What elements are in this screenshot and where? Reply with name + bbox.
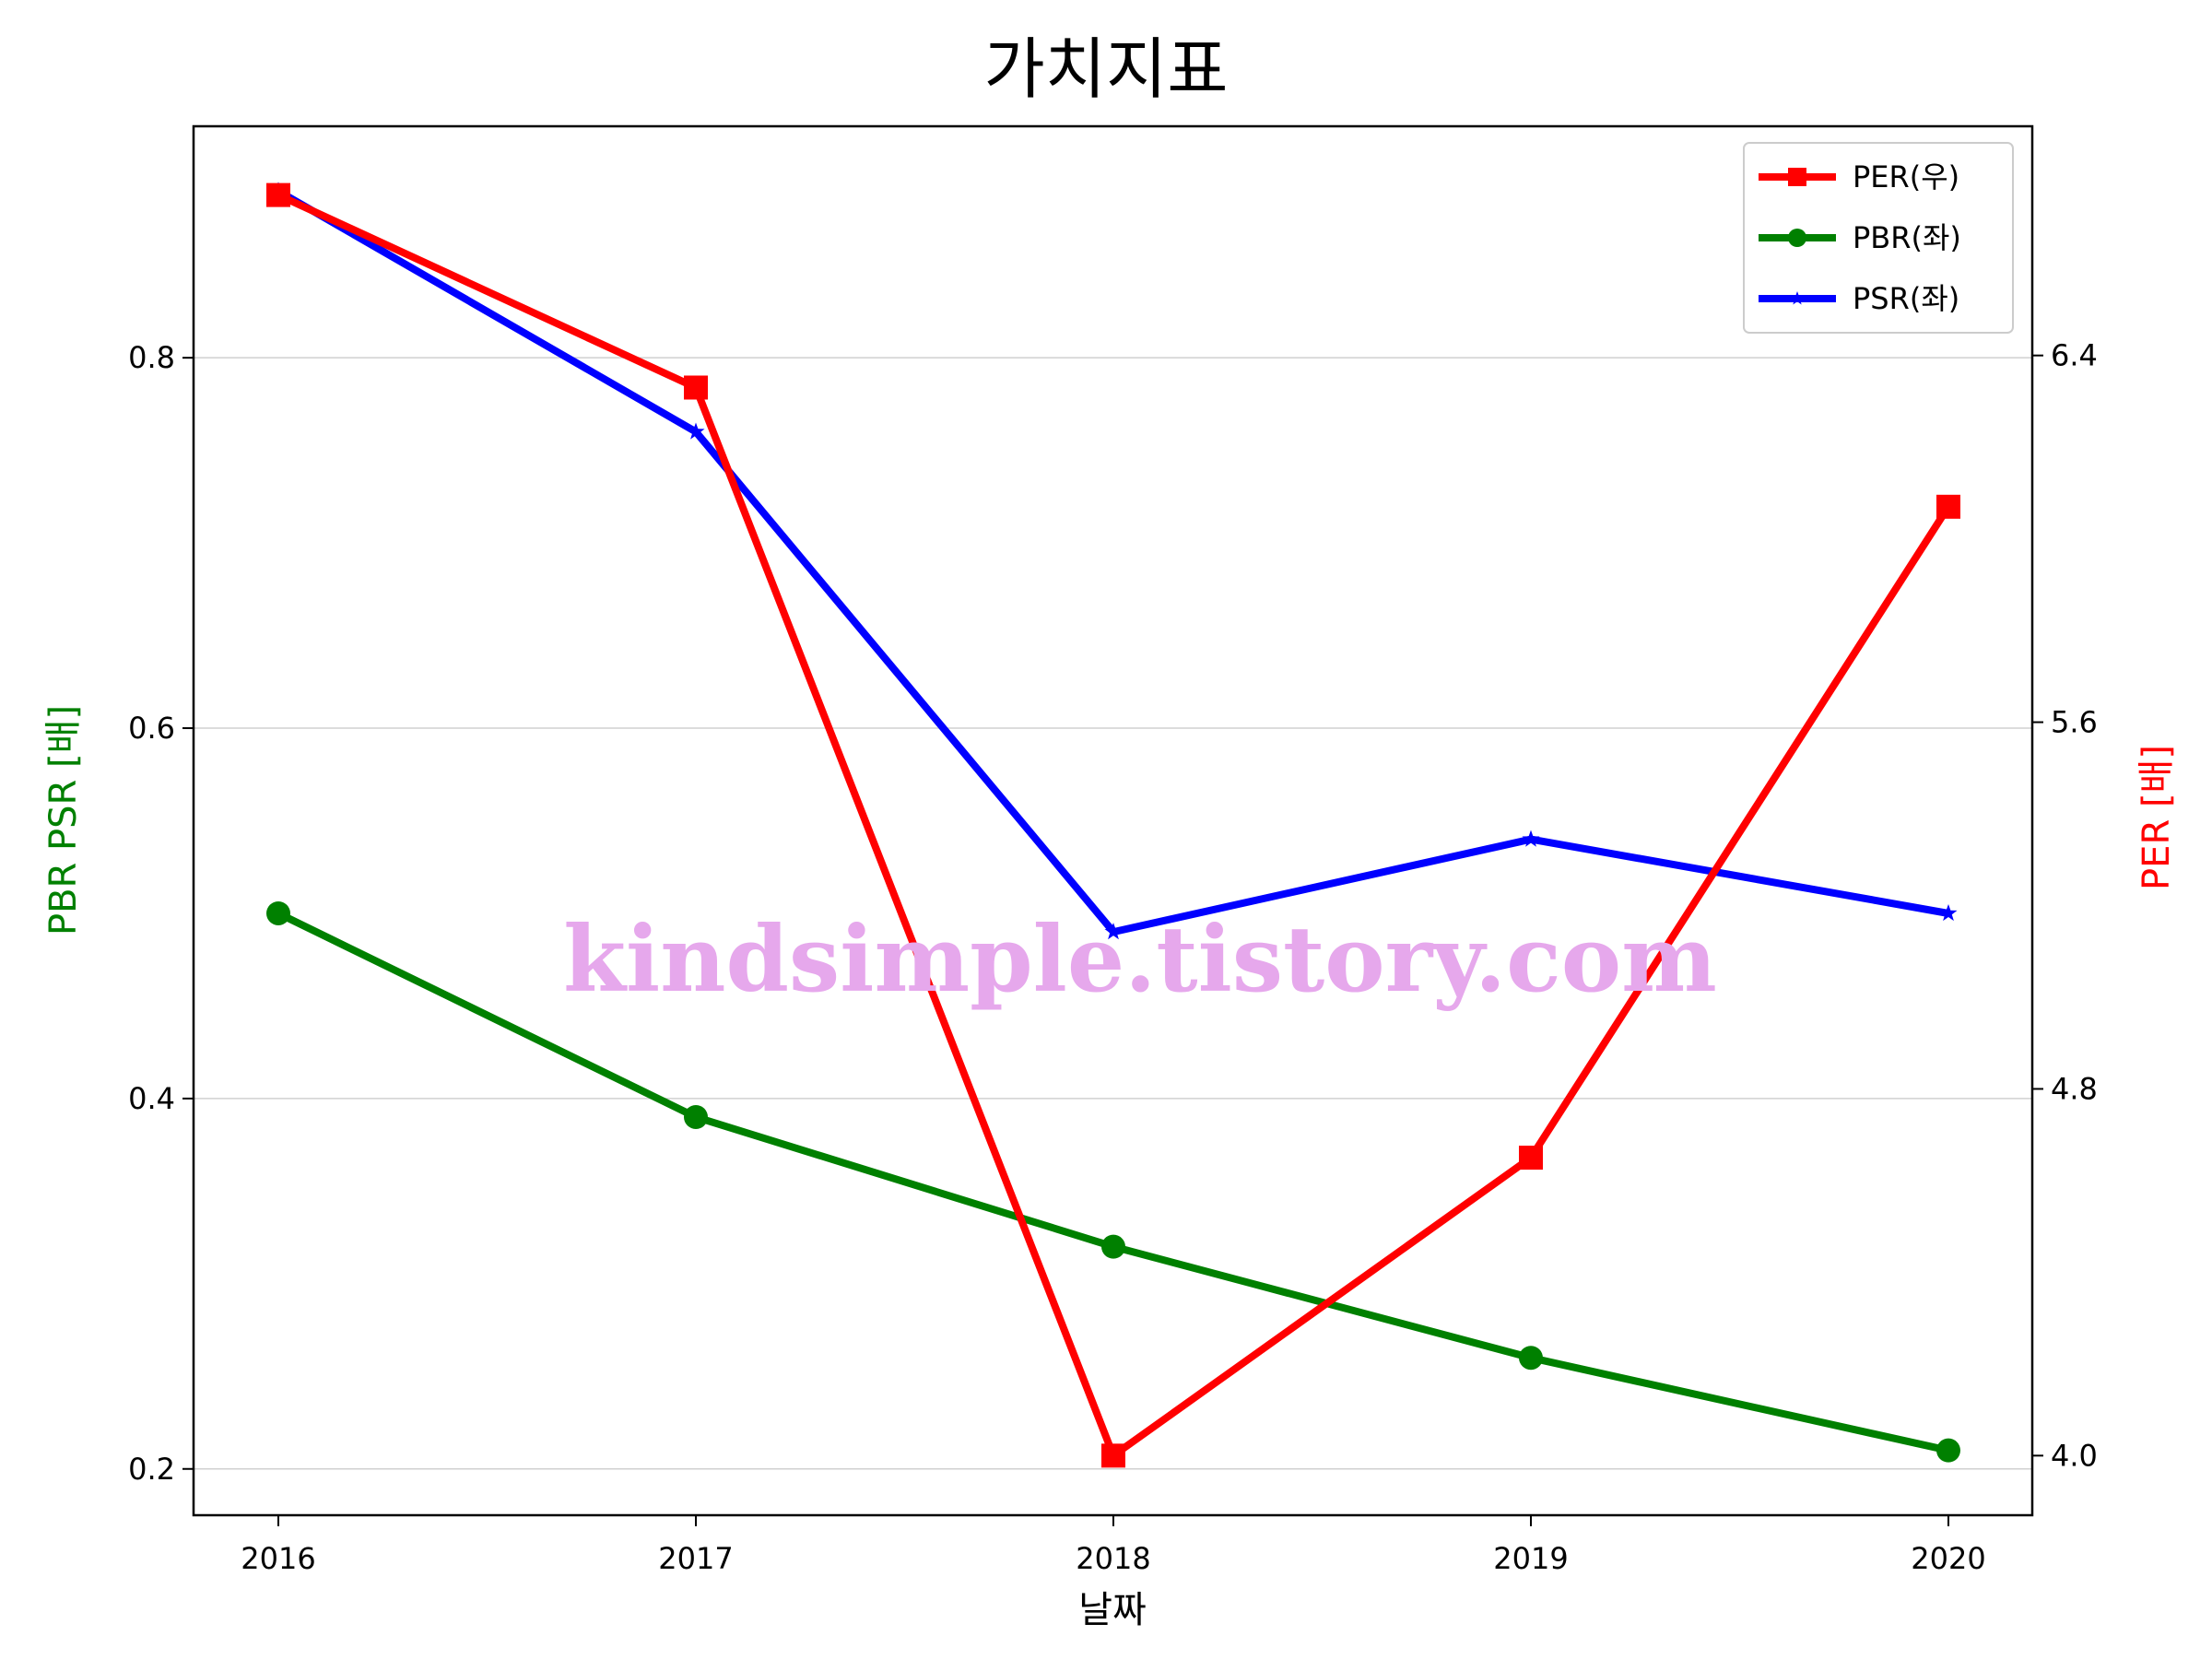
series-pbr — [266, 900, 1960, 1463]
series-layer — [266, 182, 1960, 1468]
legend-marker — [1790, 291, 1805, 305]
x-tick-label: 2018 — [1076, 1541, 1150, 1576]
legend-label: PBR(좌) — [1853, 220, 1961, 255]
data-point — [1519, 1146, 1543, 1171]
data-point — [684, 1104, 708, 1129]
watermark-text: kindsimple.tistory.com — [563, 907, 1717, 1013]
legend-box — [1743, 142, 2014, 334]
plot-area-frame — [192, 124, 2034, 1517]
x-axis: 2016 2017 2018 2019 2020 — [241, 1515, 1986, 1576]
legend-label: PER(우) — [1853, 159, 1959, 194]
legend-item: PBR(좌) — [1759, 220, 1961, 255]
data-point — [1522, 830, 1540, 847]
data-point — [687, 422, 705, 440]
x-tick-label: 2020 — [1911, 1541, 1985, 1576]
legend-marker — [1788, 229, 1806, 247]
left-y-tick-label: 0.4 — [128, 1081, 175, 1116]
x-tick-label: 2016 — [241, 1541, 315, 1576]
data-point — [1936, 1438, 1960, 1463]
left-y-axis-label: PBR PSR [배] — [42, 705, 85, 935]
chart-title: 가치지표 — [984, 30, 1229, 108]
legend-label: PSR(좌) — [1853, 281, 1959, 316]
x-tick-label: 2019 — [1493, 1541, 1568, 1576]
data-point — [1519, 1346, 1543, 1371]
data-point — [1936, 494, 1960, 519]
data-point — [266, 182, 290, 207]
right-y-tick-label: 6.4 — [2051, 338, 2098, 373]
left-y-tick-label: 0.8 — [128, 340, 175, 375]
series-psr — [269, 182, 1958, 940]
legend: PER(우) PBR(좌) PSR(좌) — [1743, 142, 2014, 334]
left-y-tick-label: 0.2 — [128, 1452, 175, 1487]
left-y-tick-label: 0.6 — [128, 711, 175, 746]
legend-item: PSR(좌) — [1759, 281, 1959, 316]
data-point — [1101, 1234, 1125, 1259]
data-point — [266, 900, 290, 925]
right-y-tick-label: 5.6 — [2051, 705, 2098, 740]
series-line — [276, 191, 1952, 1462]
data-point — [684, 375, 708, 400]
right-y-tick-label: 4.8 — [2051, 1071, 2098, 1106]
x-tick-label: 2017 — [658, 1541, 733, 1576]
x-axis-label: 날짜 — [1078, 1589, 1147, 1631]
right-y-axis-label: PER [배] — [2136, 745, 2178, 890]
series-per — [266, 182, 1960, 1468]
left-y-axis: 0.2 0.4 0.6 0.8 — [128, 340, 194, 1487]
series-line — [276, 187, 1949, 936]
legend-item: PER(우) — [1759, 159, 1959, 194]
gridlines — [194, 357, 2032, 1470]
legend-marker — [1788, 168, 1806, 186]
right-y-axis: 4.0 4.8 5.6 6.4 — [2032, 338, 2098, 1473]
data-point — [1104, 923, 1123, 940]
data-point — [1101, 1443, 1125, 1468]
data-point — [1939, 904, 1958, 922]
right-y-tick-label: 4.0 — [2051, 1438, 2098, 1473]
